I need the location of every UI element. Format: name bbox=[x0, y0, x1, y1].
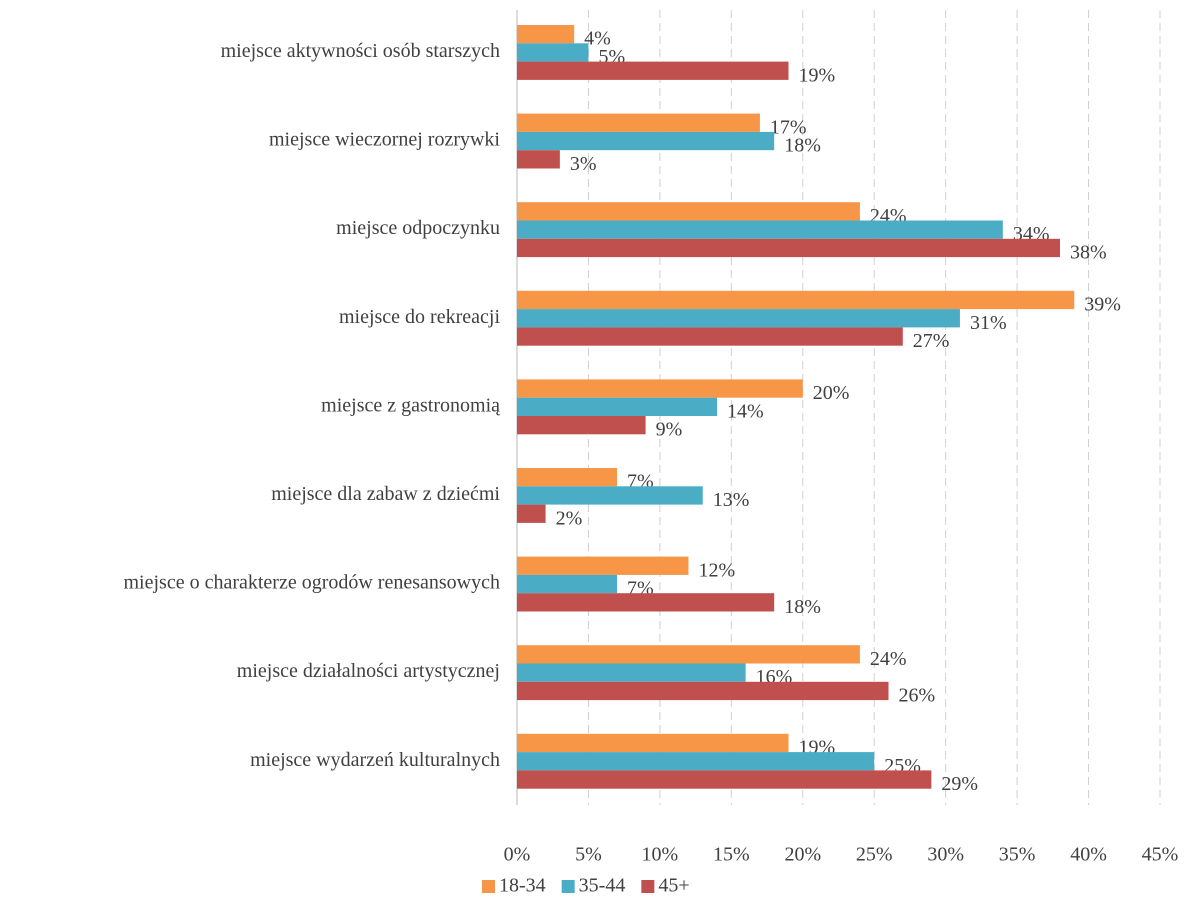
bar bbox=[517, 113, 760, 132]
bar bbox=[517, 770, 932, 789]
bar bbox=[517, 468, 618, 487]
legend-swatch bbox=[641, 880, 655, 893]
category-label: miejsce dla zabaw z dziećmi bbox=[271, 483, 500, 505]
data-label: 26% bbox=[899, 685, 936, 707]
bar bbox=[517, 416, 646, 435]
bar bbox=[517, 327, 903, 346]
category-label: miejsce do rekreacji bbox=[339, 306, 500, 328]
category-label: miejsce o charakterze ogrodów renesansow… bbox=[123, 572, 500, 594]
data-label: 13% bbox=[713, 489, 750, 511]
legend-swatch bbox=[561, 880, 575, 893]
bar bbox=[517, 379, 803, 398]
data-label: 14% bbox=[727, 400, 764, 422]
bar bbox=[517, 504, 546, 523]
data-label: 9% bbox=[656, 419, 683, 441]
x-tick-label: 40% bbox=[1070, 844, 1107, 866]
x-tick-label: 45% bbox=[1142, 844, 1179, 866]
bar bbox=[517, 43, 589, 62]
category-label: miejsce z gastronomią bbox=[321, 394, 501, 416]
x-tick-label: 25% bbox=[856, 844, 893, 866]
x-tick-label: 5% bbox=[575, 844, 602, 866]
data-label: 39% bbox=[1084, 294, 1121, 316]
x-tick-label: 10% bbox=[642, 844, 679, 866]
data-label: 38% bbox=[1070, 242, 1107, 264]
bar bbox=[517, 238, 1060, 258]
bar bbox=[517, 25, 575, 44]
bar bbox=[517, 556, 689, 575]
bar bbox=[517, 397, 718, 416]
data-label: 18% bbox=[784, 596, 821, 618]
bar bbox=[517, 150, 560, 169]
data-label: 4% bbox=[584, 28, 611, 50]
bar bbox=[517, 202, 860, 221]
bar bbox=[517, 220, 1003, 239]
bar bbox=[517, 574, 618, 594]
bar bbox=[517, 645, 860, 664]
x-tick-label: 20% bbox=[784, 844, 821, 866]
category-label: miejsce aktywności osób starszych bbox=[221, 40, 500, 62]
bar bbox=[517, 61, 789, 80]
data-label: 27% bbox=[913, 330, 950, 352]
x-tick-label: 15% bbox=[713, 844, 750, 866]
data-label: 19% bbox=[798, 64, 835, 86]
x-tick-label: 0% bbox=[504, 844, 531, 866]
data-label: 29% bbox=[941, 773, 978, 795]
x-tick-label: 30% bbox=[927, 844, 964, 866]
legend-label: 35-44 bbox=[579, 875, 626, 897]
bar bbox=[517, 681, 889, 701]
category-label: miejsce odpoczynku bbox=[336, 217, 500, 239]
data-label: 12% bbox=[698, 559, 735, 581]
legend-label: 45+ bbox=[658, 875, 689, 897]
legend-label: 18-34 bbox=[499, 875, 546, 897]
legend-swatch bbox=[482, 880, 495, 893]
bar bbox=[517, 486, 703, 505]
bar bbox=[517, 752, 875, 771]
bar bbox=[517, 290, 1075, 310]
data-label: 20% bbox=[813, 382, 850, 404]
x-tick-label: 35% bbox=[999, 844, 1036, 866]
category-label: miejsce wydarzeń kulturalnych bbox=[250, 749, 500, 771]
category-label: miejsce wieczornej rozrywki bbox=[269, 129, 500, 151]
data-label: 3% bbox=[570, 153, 597, 175]
data-label: 2% bbox=[556, 507, 583, 529]
data-label: 17% bbox=[770, 116, 807, 138]
data-label: 24% bbox=[870, 648, 907, 670]
bar bbox=[517, 593, 775, 612]
bar bbox=[517, 663, 746, 682]
bar bbox=[517, 733, 789, 753]
category-label: miejsce działalności artystycznej bbox=[237, 660, 500, 682]
data-label: 31% bbox=[970, 312, 1007, 334]
bar bbox=[517, 309, 960, 328]
data-label: 18% bbox=[784, 135, 821, 157]
bar bbox=[517, 131, 775, 151]
